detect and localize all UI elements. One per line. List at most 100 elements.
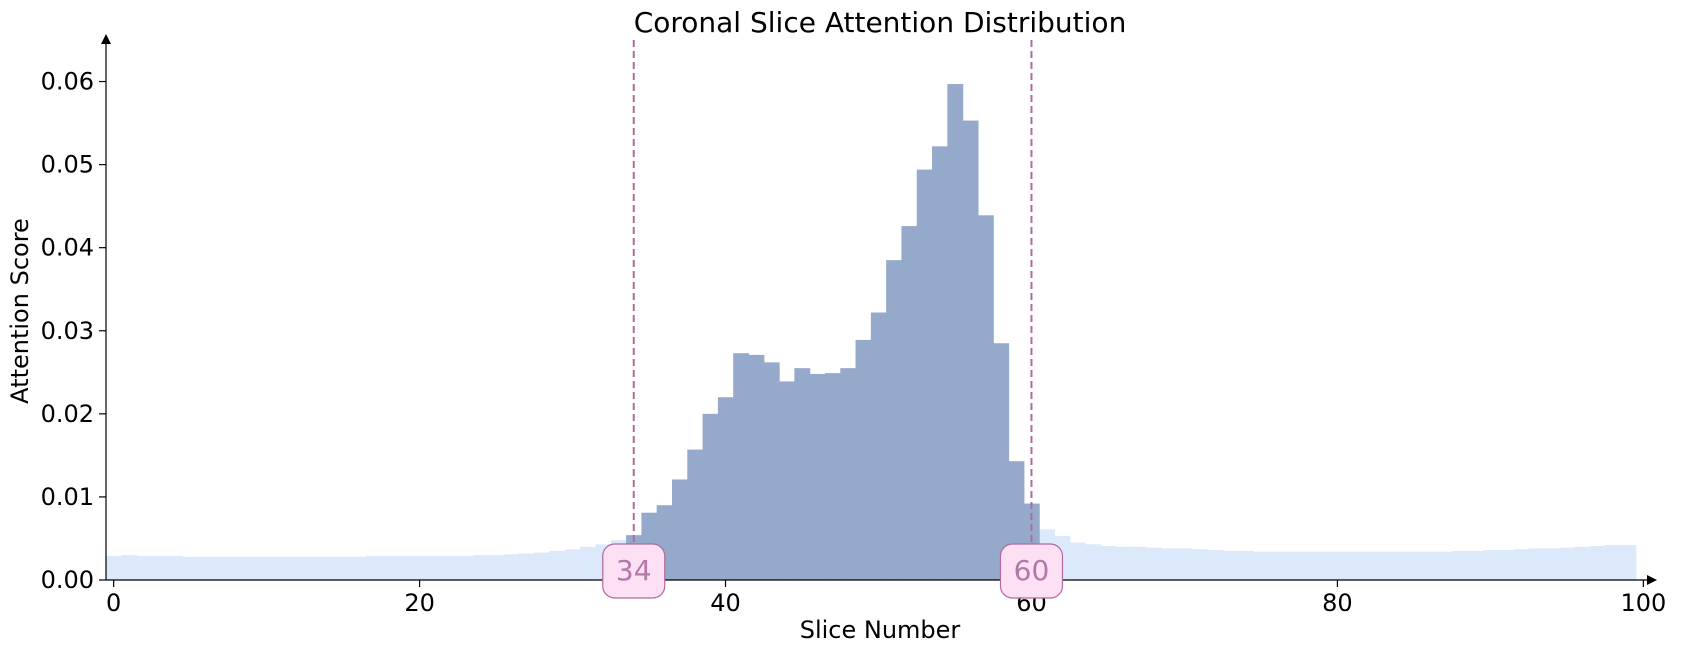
highlight-bar: [977, 215, 994, 581]
background-bar: [151, 555, 168, 580]
y-ticks: 0.00 0.01 0.02 0.03 0.04 0.05 0.06: [41, 68, 106, 594]
background-bar: [1559, 547, 1576, 580]
marker-lines: [632, 40, 1033, 580]
background-bar: [136, 555, 153, 580]
background-bar: [1130, 546, 1147, 580]
y-axis-label: Attention Score: [6, 218, 34, 404]
background-bar: [1452, 550, 1469, 580]
background-bar: [274, 556, 291, 580]
highlight-bar: [855, 339, 872, 580]
background-bar: [411, 555, 428, 580]
axes: [101, 34, 1657, 585]
y-tick-label: 0.00: [41, 566, 94, 594]
background-bar: [381, 555, 398, 580]
background-bar: [1222, 550, 1239, 580]
background-bar: [1513, 549, 1530, 580]
highlight-bar: [916, 169, 933, 580]
x-axis-label: Slice Number: [800, 616, 961, 644]
y-tick-label: 0.01: [41, 483, 94, 511]
background-bar: [427, 555, 444, 580]
highlight-bar: [702, 413, 719, 580]
background-bar: [473, 555, 490, 580]
x-ticks: 0 20 40 60 80 100: [106, 580, 1666, 617]
background-bar: [1528, 548, 1545, 580]
background-bar: [1314, 551, 1331, 580]
background-bar: [350, 556, 367, 580]
background-bar: [1543, 548, 1560, 580]
background-bar: [182, 556, 199, 580]
highlight-bar: [763, 362, 780, 580]
background-bar: [1436, 551, 1453, 580]
background-bar: [549, 550, 566, 580]
background-bar: [1283, 551, 1300, 580]
highlight-bar: [870, 312, 887, 580]
background-bar: [213, 556, 229, 580]
highlight-bar: [779, 381, 795, 580]
y-tick-label: 0.05: [41, 151, 94, 179]
highlight-bars: [626, 84, 1040, 581]
y-axis-arrow: [101, 34, 111, 44]
highlight-bar: [717, 397, 734, 580]
background-bar: [1589, 545, 1606, 580]
background-bar: [1620, 545, 1637, 580]
background-bar: [396, 555, 413, 580]
background-bar: [1390, 551, 1407, 580]
background-bar: [564, 549, 581, 580]
background-bar: [243, 556, 260, 580]
x-tick-label: 80: [1322, 589, 1353, 617]
background-bar: [1345, 551, 1361, 580]
highlight-bar: [687, 449, 704, 580]
background-bar: [503, 554, 520, 580]
background-bar: [289, 556, 306, 580]
background-bar: [1085, 544, 1101, 580]
background-bar: [1574, 546, 1591, 580]
background-bar: [1421, 551, 1438, 580]
highlight-bar: [947, 84, 964, 580]
background-bar: [258, 556, 275, 580]
marker-badge: [602, 543, 666, 599]
highlight-bar: [748, 354, 765, 580]
background-bar: [1161, 548, 1178, 580]
highlight-bar: [962, 120, 979, 580]
background-bar: [1375, 551, 1392, 580]
x-tick-label: 40: [710, 589, 741, 617]
highlight-bar: [809, 373, 826, 580]
highlight-bar: [932, 146, 948, 580]
background-bar: [228, 556, 245, 580]
background-bar: [304, 556, 321, 580]
background-bar: [1253, 551, 1270, 580]
background-bar: [167, 555, 184, 580]
background-bar: [1192, 549, 1208, 580]
background-bar: [519, 553, 535, 580]
background-bar: [1360, 551, 1377, 580]
background-bar: [580, 546, 597, 580]
background-bar: [1176, 548, 1193, 580]
background-bar: [1146, 547, 1163, 580]
background-bar: [366, 555, 382, 580]
y-tick-label: 0.02: [41, 400, 94, 428]
background-bar: [197, 556, 214, 580]
y-tick-label: 0.04: [41, 234, 94, 262]
background-bar: [320, 556, 337, 580]
y-tick-label: 0.06: [41, 68, 94, 96]
background-bar: [1100, 545, 1117, 580]
background-bar: [1207, 550, 1224, 580]
marker-badges: 34 60: [602, 543, 1064, 599]
marker-badge-label: 34: [616, 554, 652, 587]
background-bar: [1069, 542, 1086, 580]
background-bar: [442, 555, 459, 580]
background-bars: [106, 529, 1637, 580]
background-bar: [488, 555, 505, 580]
background-bar: [1605, 545, 1622, 580]
marker-badge: [999, 543, 1064, 599]
highlight-bar: [840, 368, 857, 580]
background-bar: [534, 552, 551, 580]
background-bar: [335, 556, 352, 580]
background-bar: [1268, 551, 1285, 580]
background-bar: [1299, 551, 1316, 580]
x-tick-label: 0: [106, 589, 121, 617]
highlight-bar: [733, 353, 750, 580]
x-tick-label: 100: [1620, 589, 1666, 617]
chart-title: Coronal Slice Attention Distribution: [634, 6, 1127, 39]
